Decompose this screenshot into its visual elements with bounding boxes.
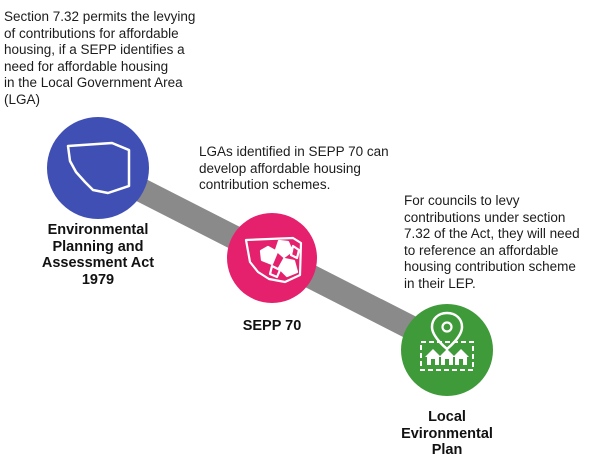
- nsw-lga-map-icon: [244, 236, 303, 284]
- local-plan-label: Local Evironmental Plan: [401, 409, 493, 458]
- sepp70-node: [227, 213, 317, 303]
- nsw-outline-icon: [66, 141, 131, 195]
- local-plan-description: For councils to levy contributions under…: [404, 193, 580, 291]
- houses-location-pin-icon: [420, 311, 474, 371]
- local-plan-node: [401, 304, 493, 396]
- environmental-planning-circle: [47, 117, 149, 219]
- environmental-planning-description: Section 7.32 permits the levying of cont…: [4, 9, 196, 107]
- environmental-planning-label: Environmental Planning and Assessment Ac…: [41, 222, 155, 288]
- sepp70-description: LGAs identified in SEPP 70 can develop a…: [199, 144, 389, 193]
- sepp70-label: SEPP 70: [242, 318, 302, 334]
- environmental-planning-node: [47, 117, 149, 219]
